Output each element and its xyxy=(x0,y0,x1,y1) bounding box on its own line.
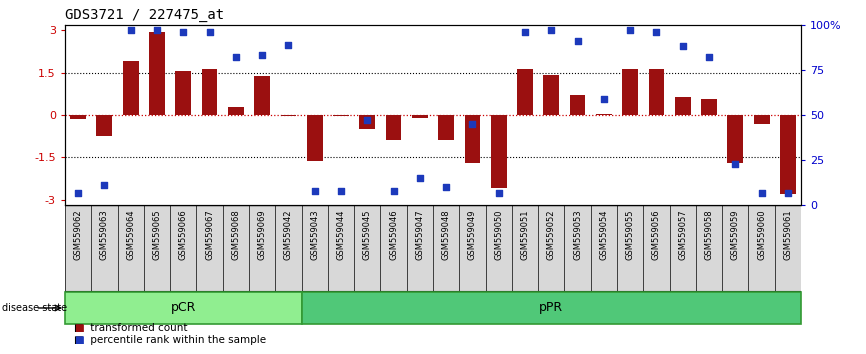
Bar xyxy=(255,76,270,115)
Point xyxy=(386,188,400,194)
Point xyxy=(571,38,585,44)
Text: ■: ■ xyxy=(74,335,83,345)
Text: pCR: pCR xyxy=(171,302,196,314)
Point xyxy=(492,190,506,195)
Point xyxy=(781,190,795,195)
Bar xyxy=(175,71,191,115)
Point xyxy=(518,29,532,35)
Point xyxy=(307,188,321,194)
Bar xyxy=(307,115,322,161)
Text: ■  transformed count: ■ transformed count xyxy=(74,323,187,333)
Bar xyxy=(412,115,428,118)
Text: GSM559054: GSM559054 xyxy=(599,210,609,260)
Text: GSM559067: GSM559067 xyxy=(205,210,214,261)
Point xyxy=(624,27,637,33)
Bar xyxy=(333,115,349,116)
Bar xyxy=(438,115,454,141)
Bar xyxy=(228,107,243,115)
Text: ■  percentile rank within the sample: ■ percentile rank within the sample xyxy=(74,335,266,345)
Bar xyxy=(649,69,664,115)
Bar xyxy=(65,292,301,324)
Point xyxy=(650,29,663,35)
Bar xyxy=(544,75,559,115)
Bar xyxy=(96,115,113,136)
Bar xyxy=(517,69,533,115)
Text: GSM559051: GSM559051 xyxy=(520,210,529,260)
Text: GSM559058: GSM559058 xyxy=(705,210,714,260)
Point xyxy=(71,190,85,195)
Text: GDS3721 / 227475_at: GDS3721 / 227475_at xyxy=(65,8,224,22)
Bar xyxy=(123,62,139,115)
Bar xyxy=(301,292,801,324)
Bar xyxy=(202,69,217,115)
Point xyxy=(466,121,480,127)
Bar xyxy=(359,115,375,129)
Point xyxy=(702,55,716,60)
Point xyxy=(439,184,453,190)
Text: GSM559046: GSM559046 xyxy=(389,210,398,260)
Text: GSM559062: GSM559062 xyxy=(74,210,82,260)
Text: disease state: disease state xyxy=(2,303,67,313)
Text: GSM559055: GSM559055 xyxy=(625,210,635,260)
Text: GSM559060: GSM559060 xyxy=(757,210,766,260)
Text: GSM559044: GSM559044 xyxy=(337,210,346,260)
Text: GSM559066: GSM559066 xyxy=(178,210,188,261)
Text: GSM559045: GSM559045 xyxy=(363,210,372,260)
Text: GSM559052: GSM559052 xyxy=(546,210,556,260)
Bar xyxy=(596,114,611,115)
Bar xyxy=(753,115,770,124)
Point xyxy=(124,27,138,33)
Bar xyxy=(701,99,717,115)
Text: ■: ■ xyxy=(74,323,83,333)
Text: GSM559069: GSM559069 xyxy=(257,210,267,260)
Bar xyxy=(623,69,638,115)
Point xyxy=(203,29,216,35)
Point xyxy=(754,190,768,195)
Text: GSM559042: GSM559042 xyxy=(284,210,293,260)
Point xyxy=(150,27,164,33)
Point xyxy=(360,118,374,123)
Bar xyxy=(675,97,691,115)
Point xyxy=(177,29,191,35)
Bar xyxy=(727,115,743,163)
Text: GSM559061: GSM559061 xyxy=(784,210,792,260)
Point xyxy=(597,96,611,102)
Text: GSM559068: GSM559068 xyxy=(231,210,241,261)
Text: GSM559048: GSM559048 xyxy=(442,210,450,260)
Bar xyxy=(385,115,402,141)
Text: pPR: pPR xyxy=(540,302,564,314)
Point xyxy=(229,55,242,60)
Point xyxy=(545,27,559,33)
Text: GSM559049: GSM559049 xyxy=(468,210,477,260)
Text: GSM559064: GSM559064 xyxy=(126,210,135,260)
Point xyxy=(98,183,112,188)
Bar xyxy=(464,115,481,163)
Text: GSM559059: GSM559059 xyxy=(731,210,740,260)
Text: GSM559063: GSM559063 xyxy=(100,210,109,261)
Point xyxy=(281,42,295,47)
Bar xyxy=(491,115,507,188)
Bar xyxy=(149,32,165,115)
Bar xyxy=(780,115,796,194)
Text: GSM559047: GSM559047 xyxy=(416,210,424,260)
Text: GSM559057: GSM559057 xyxy=(678,210,688,260)
Text: GSM559050: GSM559050 xyxy=(494,210,503,260)
Text: GSM559043: GSM559043 xyxy=(310,210,320,260)
Bar xyxy=(570,95,585,115)
Text: GSM559056: GSM559056 xyxy=(652,210,661,260)
Point xyxy=(675,44,689,49)
Bar xyxy=(70,115,86,119)
Point xyxy=(413,176,427,181)
Point xyxy=(728,161,742,167)
Text: GSM559053: GSM559053 xyxy=(573,210,582,260)
Text: GSM559065: GSM559065 xyxy=(152,210,161,260)
Point xyxy=(255,53,269,58)
Bar xyxy=(281,115,296,116)
Point xyxy=(334,188,348,194)
